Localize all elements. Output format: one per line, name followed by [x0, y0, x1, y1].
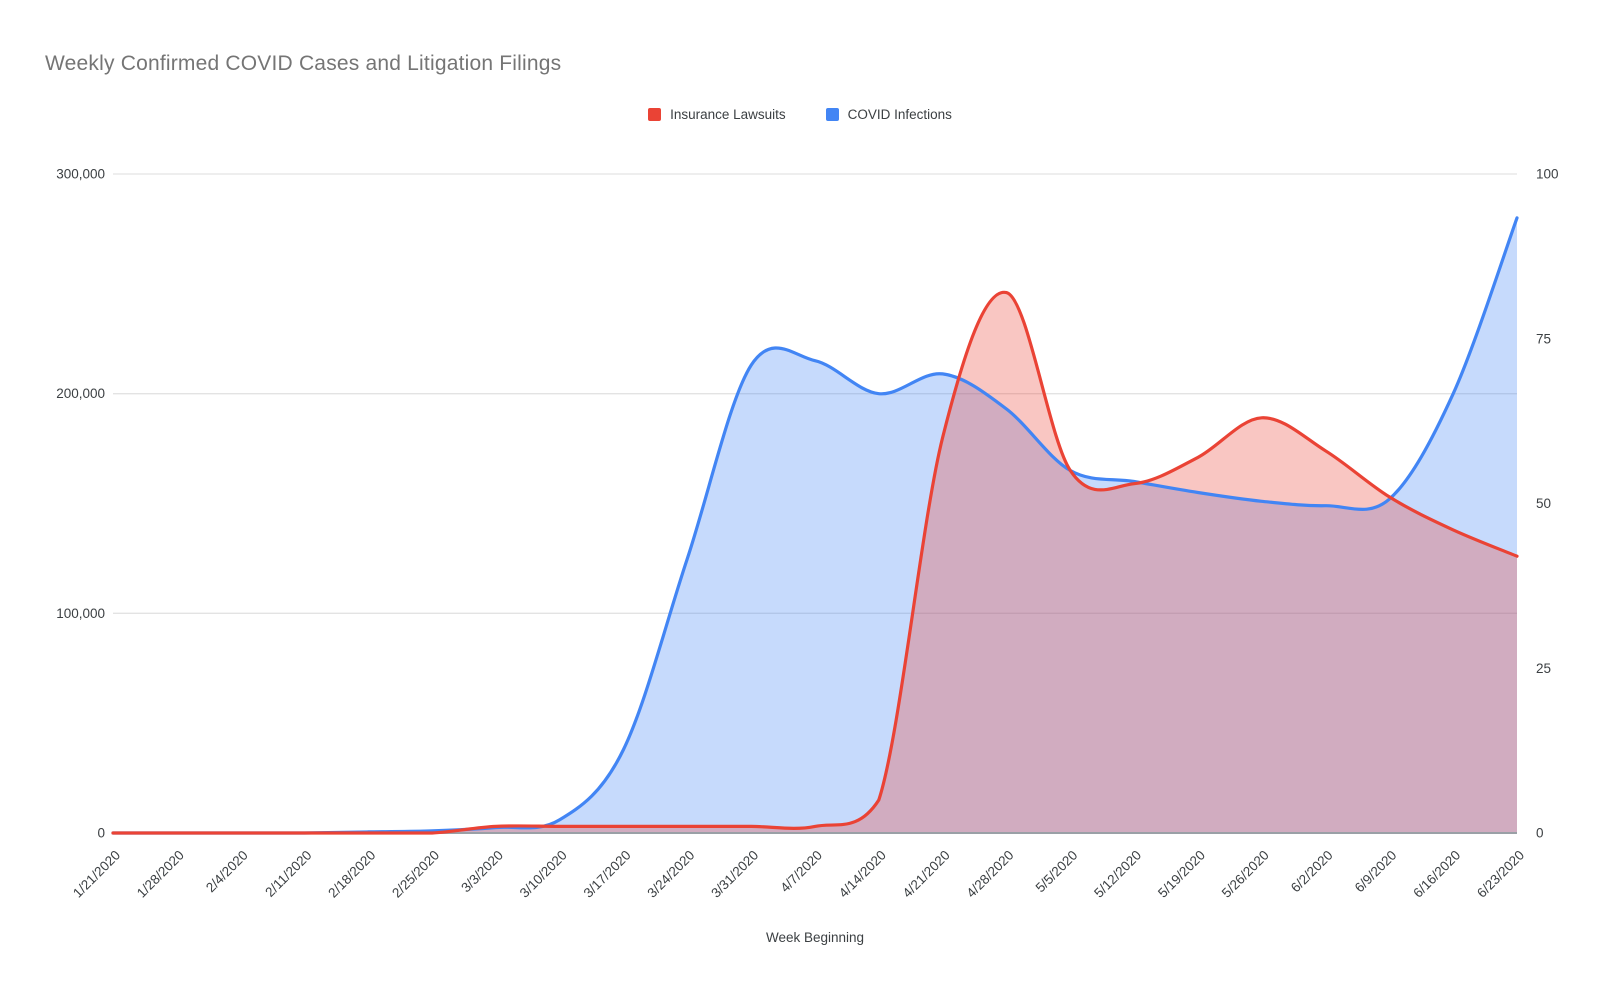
x-axis-tick-label: 3/31/2020 [708, 848, 761, 901]
x-axis-tick-label: 5/26/2020 [1219, 848, 1272, 901]
left-axis-tick-label: 300,000 [56, 167, 105, 182]
chart-title: Weekly Confirmed COVID Cases and Litigat… [45, 52, 562, 75]
x-axis-tick-label: 5/12/2020 [1091, 848, 1144, 901]
x-axis-tick-label: 6/2/2020 [1288, 848, 1336, 896]
x-axis-tick-label: 2/25/2020 [389, 848, 442, 901]
x-axis-tick-label: 4/7/2020 [777, 848, 825, 896]
legend-label: COVID Infections [847, 107, 952, 122]
legend-swatch-red [648, 108, 662, 121]
x-axis-tick-label: 3/10/2020 [517, 848, 570, 901]
x-axis-tick-label: 4/28/2020 [963, 848, 1016, 901]
x-axis-tick-label: 2/18/2020 [325, 848, 378, 901]
left-axis-tick-label: 0 [97, 826, 105, 841]
x-axis-tick-label: 3/3/2020 [458, 848, 506, 896]
legend: Insurance Lawsuits COVID Infections [0, 107, 1600, 122]
right-axis-tick-label: 25 [1536, 661, 1551, 676]
left-axis-tick-label: 200,000 [56, 386, 105, 401]
right-axis-tick-label: 50 [1536, 496, 1551, 511]
x-axis-tick-label: 3/17/2020 [581, 848, 634, 901]
right-axis-tick-label: 0 [1536, 826, 1544, 841]
x-axis-tick-label: 6/23/2020 [1474, 848, 1527, 901]
x-axis-tick-label: 5/19/2020 [1155, 848, 1208, 901]
right-axis-tick-label: 75 [1536, 331, 1551, 346]
x-axis-tick-label: 4/14/2020 [836, 848, 889, 901]
x-axis-tick-label: 4/21/2020 [900, 848, 953, 901]
legend-label: Insurance Lawsuits [670, 107, 786, 122]
x-axis-tick-label: 2/4/2020 [203, 848, 251, 896]
x-axis-title: Week Beginning [766, 930, 864, 945]
x-axis-tick-label: 1/21/2020 [70, 848, 123, 901]
insurance-lawsuits-line [111, 290, 1519, 835]
left-axis-tick-label: 100,000 [56, 606, 105, 621]
right-axis-tick-label: 100 [1536, 167, 1559, 182]
insurance-lawsuits-area [113, 292, 1517, 833]
legend-swatch-blue [825, 108, 839, 121]
legend-item-insurance-lawsuits[interactable]: Insurance Lawsuits [648, 107, 786, 122]
legend-item-covid-infections[interactable]: COVID Infections [825, 107, 952, 122]
x-axis-tick-label: 3/24/2020 [644, 848, 697, 901]
x-axis-tick-label: 1/28/2020 [134, 848, 187, 901]
x-axis-tick-label: 6/16/2020 [1410, 848, 1463, 901]
x-axis-tick-label: 6/9/2020 [1352, 848, 1400, 896]
covid-infections-area [113, 217, 1517, 833]
x-axis-tick-label: 2/11/2020 [262, 848, 314, 900]
x-axis-tick-label: 5/5/2020 [1033, 848, 1081, 896]
